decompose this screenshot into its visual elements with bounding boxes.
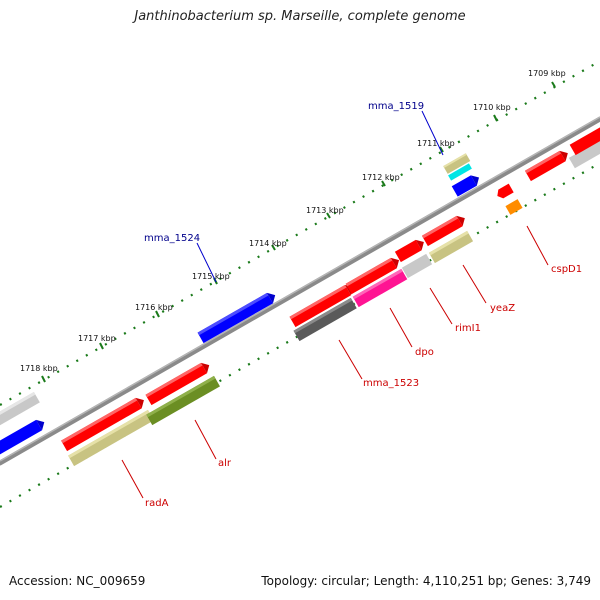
- gene-label-radA: radA: [145, 498, 169, 509]
- ruler-outer-dots: [0, 60, 600, 406]
- gene-label-mma-1523: mma_1523: [363, 378, 419, 389]
- gene-red-rimI1-region: [345, 257, 400, 295]
- gene-tan-yeaZ: [428, 230, 474, 264]
- genome-summary-text: Topology: circular; Length: 4,110,251 bp…: [261, 574, 591, 588]
- gene-label-cspD1: cspD1: [551, 264, 582, 275]
- ruler-tick-label-1713: 1713 kbp: [306, 206, 344, 215]
- ruler-tick-label-1718: 1718 kbp: [20, 364, 58, 373]
- gene-blue-left-inner: [0, 419, 45, 457]
- gene-label-rimI1: rimI1: [455, 323, 481, 334]
- ruler-tick-1716: [155, 310, 160, 318]
- reverse-genes: [68, 183, 523, 467]
- gene-orange-cspD1: [505, 199, 523, 215]
- gene-blue-mma-1524: [197, 292, 276, 344]
- genome-backbone: [0, 116, 600, 466]
- gene-tan-radA: [68, 409, 154, 467]
- gene-red-yeaZ-region: [394, 239, 424, 263]
- leader-line-mma-1523: [338, 339, 363, 380]
- ruler-tick-labels: 1709 kbp 1710 kbp 1711 kbp 1712 kbp 1713…: [20, 69, 566, 373]
- gene-red-radA-region: [61, 397, 144, 452]
- gene-gray-left-outer: [0, 391, 40, 428]
- map-title: Janthinobacterium sp. Marseille, complet…: [134, 9, 466, 24]
- gene-dark-mma-1523: [293, 297, 357, 342]
- ruler-tick-1714: [271, 244, 276, 251]
- gene-blue-small: [451, 175, 480, 197]
- gene-label-mma-1524: mma_1524: [144, 233, 200, 244]
- ruler-tick-label-1711: 1711 kbp: [417, 139, 455, 148]
- gene-red-right-2: [569, 124, 600, 156]
- ruler-tick-label-1714: 1714 kbp: [249, 239, 287, 248]
- gene-label-mma-1519: mma_1519: [368, 101, 424, 112]
- leader-line-mma-1519: [421, 110, 444, 156]
- forward-genes-inner: [0, 124, 600, 457]
- gene-pink-dpo: [352, 268, 408, 308]
- gene-label-yeaZ: yeaZ: [490, 303, 515, 314]
- gene-gray-right-outer: [568, 139, 600, 169]
- leader-line-alr: [194, 419, 217, 460]
- ruler-tick-label-1709: 1709 kbp: [528, 69, 566, 78]
- ruler-tick-1718: [41, 375, 46, 383]
- ruler-tick-label-1716: 1716 kbp: [135, 303, 173, 312]
- gene-red-right-1: [524, 150, 568, 182]
- gene-olive-alr: [146, 375, 220, 426]
- leader-line-dpo: [389, 307, 413, 348]
- gene-tan-mma-1519: [443, 153, 471, 174]
- ruler-tick-1711: [439, 146, 444, 153]
- ruler-tick-1713: [326, 212, 331, 219]
- accession-text: Accession: NC_009659: [9, 574, 146, 588]
- ruler-tick-label-1710: 1710 kbp: [473, 103, 511, 112]
- ruler-tick-1710: [493, 114, 498, 122]
- gene-cyan-mma-1519: [448, 163, 472, 181]
- forward-genes-outer: [0, 139, 600, 428]
- ruler-tick-label-1717: 1717 kbp: [78, 334, 116, 343]
- ruler-tick-label-1712: 1712 kbp: [362, 173, 400, 182]
- leader-line-radA: [121, 459, 144, 499]
- gene-label-alr: alr: [218, 458, 232, 469]
- ruler-ticks: [41, 81, 556, 383]
- leader-line-cspD1: [526, 225, 549, 266]
- leader-lines: [121, 110, 549, 499]
- ruler-tick-label-1715: 1715 kbp: [192, 272, 230, 281]
- ruler-tick-1709: [551, 81, 556, 88]
- gene-red-cspD1: [497, 183, 514, 199]
- gene-label-dpo: dpo: [415, 347, 434, 358]
- leader-line-yeaZ: [462, 264, 487, 304]
- gene-red-alr-region: [145, 362, 210, 406]
- leader-line-rimI1: [429, 287, 453, 325]
- ruler-tick-1712: [381, 180, 386, 187]
- gene-red-yeaZ-right: [421, 215, 465, 247]
- leader-line-mma-1524: [196, 242, 217, 283]
- ruler-tick-1717: [99, 342, 104, 350]
- gene-gray-rimI1: [401, 253, 433, 279]
- gene-labels: mma_1519 mma_1524 cspD1 yeaZ rimI1 dpo m…: [144, 101, 582, 509]
